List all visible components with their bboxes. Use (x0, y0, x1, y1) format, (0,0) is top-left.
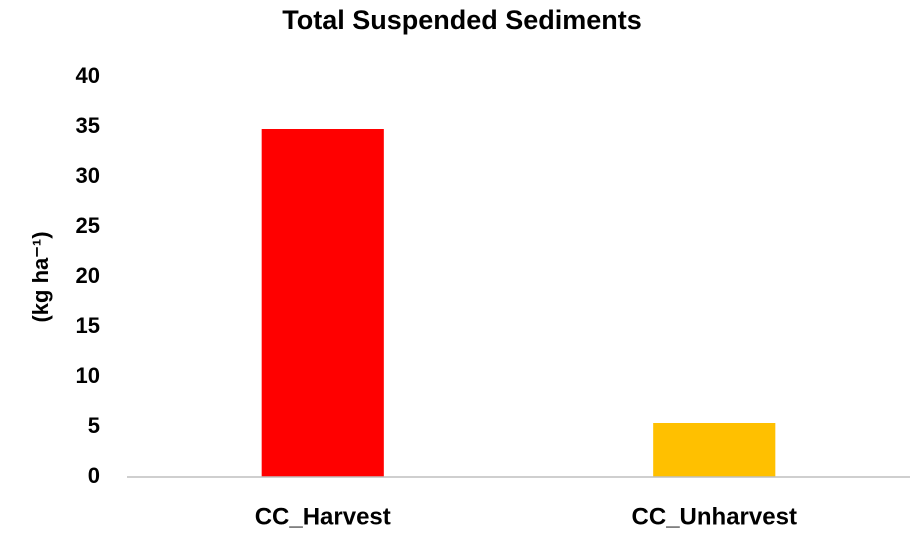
x-tick-label: CC_Unharvest (632, 503, 797, 530)
y-tick-label: 5 (88, 413, 100, 438)
bar (653, 423, 776, 477)
y-tick-label: 10 (76, 363, 100, 388)
y-axis-label: (kg ha⁻¹) (28, 231, 53, 322)
y-tick-label: 30 (76, 163, 100, 188)
y-tick-label: 25 (76, 213, 100, 238)
bar (261, 129, 384, 477)
y-tick-label: 15 (76, 313, 100, 338)
y-tick-label: 0 (88, 463, 100, 488)
y-tick-label: 35 (76, 113, 100, 138)
chart-title: Total Suspended Sediments (282, 5, 642, 35)
y-tick-label: 20 (76, 263, 100, 288)
x-tick-label: CC_Harvest (255, 503, 391, 530)
y-tick-label: 40 (76, 63, 100, 88)
